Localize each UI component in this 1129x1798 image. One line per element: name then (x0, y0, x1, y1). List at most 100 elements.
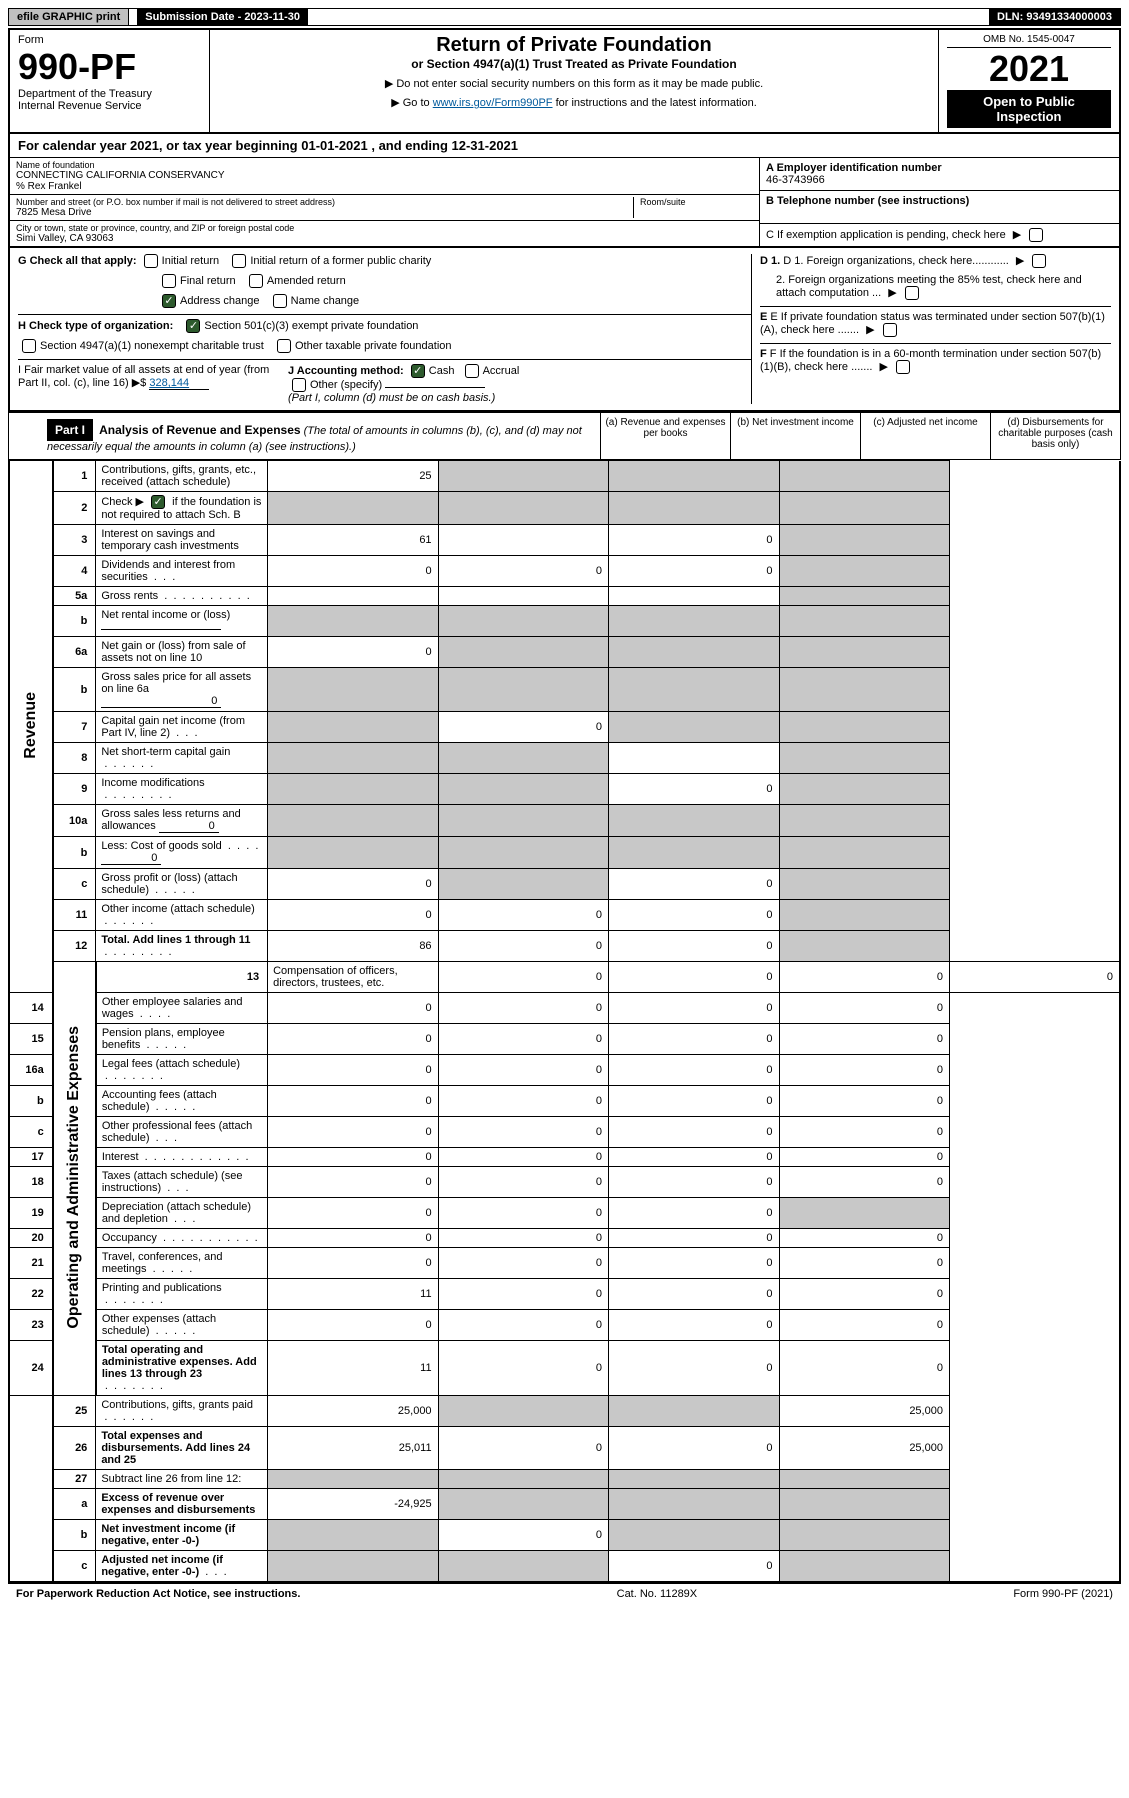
exemption-pending-label: C If exemption application is pending, c… (766, 229, 1006, 241)
e-checkbox[interactable] (883, 323, 897, 337)
note-ssn: ▶ Do not enter social security numbers o… (218, 77, 930, 90)
check-section: G Check all that apply: Initial return I… (8, 248, 1121, 412)
table-row: 6aNet gain or (loss) from sale of assets… (9, 637, 1120, 668)
address-change-checkbox[interactable]: ✓ (162, 294, 176, 308)
form-url-link[interactable]: www.irs.gov/Form990PF (433, 97, 553, 109)
table-row: Revenue 1Contributions, gifts, grants, e… (9, 461, 1120, 492)
j1-label: Cash (429, 365, 455, 377)
g2-label: Initial return of a former public charit… (250, 255, 431, 267)
table-row: bLess: Cost of goods sold . . . . 0 (9, 837, 1120, 869)
dept: Department of the Treasury (18, 88, 201, 100)
table-row: 10aGross sales less returns and allowanc… (9, 805, 1120, 837)
d1-label: D 1. Foreign organizations, check here..… (783, 255, 1009, 267)
4947-checkbox[interactable] (22, 339, 36, 353)
irs: Internal Revenue Service (18, 100, 201, 112)
table-row: bGross sales price for all assets on lin… (9, 668, 1120, 712)
calendar-year-row: For calendar year 2021, or tax year begi… (8, 134, 1121, 158)
table-row: 17Interest . . . . . . . . . . . .0000 (9, 1148, 1120, 1167)
table-row: 12Total. Add lines 1 through 11 . . . . … (9, 931, 1120, 962)
revenue-side-label: Revenue (22, 692, 40, 759)
table-row: 16aLegal fees (attach schedule) . . . . … (9, 1055, 1120, 1086)
table-row: bNet rental income or (loss) (9, 606, 1120, 637)
efile-print-button[interactable]: efile GRAPHIC print (9, 9, 129, 25)
footer-catno: Cat. No. 11289X (617, 1588, 698, 1600)
submission-date: Submission Date - 2023-11-30 (137, 9, 308, 25)
care-of: % Rex Frankel (16, 181, 753, 192)
table-row: aExcess of revenue over expenses and dis… (9, 1489, 1120, 1520)
city-state-zip: Simi Valley, CA 93063 (16, 233, 753, 244)
table-row: 2 Check ▶ ✓ if the foundation is not req… (9, 492, 1120, 525)
cash-checkbox[interactable]: ✓ (411, 364, 425, 378)
table-row: bNet investment income (if negative, ent… (9, 1520, 1120, 1551)
schb-checkbox[interactable]: ✓ (151, 495, 165, 509)
tax-year: 2021 (947, 48, 1111, 90)
d2-checkbox[interactable] (905, 286, 919, 300)
part1-header-row: Part I Analysis of Revenue and Expenses … (8, 412, 1121, 460)
exemption-checkbox[interactable] (1029, 228, 1043, 242)
ein: 46-3743966 (766, 174, 1113, 186)
open-public-badge: Open to Public Inspection (947, 90, 1111, 128)
topbar: efile GRAPHIC print Submission Date - 20… (8, 8, 1121, 26)
h1-label: Section 501(c)(3) exempt private foundat… (204, 320, 418, 332)
j2-label: Accrual (483, 365, 520, 377)
g5-label: Address change (180, 295, 260, 307)
amended-return-checkbox[interactable] (249, 274, 263, 288)
form-header: Form 990-PF Department of the Treasury I… (8, 28, 1121, 134)
table-row: Operating and Administrative Expenses 13… (9, 962, 1120, 993)
room-label: Room/suite (640, 197, 753, 207)
d2-label: 2. Foreign organizations meeting the 85%… (776, 274, 1082, 299)
g1-label: Initial return (162, 255, 219, 267)
table-row: 8Net short-term capital gain . . . . . . (9, 743, 1120, 774)
table-row: 4Dividends and interest from securities … (9, 556, 1120, 587)
table-row: 14Other employee salaries and wages . . … (9, 993, 1120, 1024)
addr-label: Number and street (or P.O. box number if… (16, 197, 633, 207)
form-title: Return of Private Foundation (218, 34, 930, 57)
phone-label: B Telephone number (see instructions) (766, 195, 969, 207)
f-label: F If the foundation is in a 60-month ter… (760, 348, 1101, 373)
table-row: cAdjusted net income (if negative, enter… (9, 1551, 1120, 1583)
table-row: 15Pension plans, employee benefits . . .… (9, 1024, 1120, 1055)
g6-label: Name change (291, 295, 360, 307)
note-goto-post: for instructions and the latest informat… (556, 97, 757, 109)
initial-former-checkbox[interactable] (232, 254, 246, 268)
table-row: 22Printing and publications . . . . . . … (9, 1279, 1120, 1310)
table-row: 3Interest on savings and temporary cash … (9, 525, 1120, 556)
table-row: cOther professional fees (attach schedul… (9, 1117, 1120, 1148)
part1-table: Revenue 1Contributions, gifts, grants, e… (8, 460, 1121, 1583)
table-row: 5aGross rents . . . . . . . . . . (9, 587, 1120, 606)
form-number: 990-PF (18, 46, 201, 88)
form-label: Form (18, 34, 201, 46)
initial-return-checkbox[interactable] (144, 254, 158, 268)
final-return-checkbox[interactable] (162, 274, 176, 288)
h-label: H Check type of organization: (18, 320, 173, 332)
table-row: 27Subtract line 26 from line 12: (9, 1470, 1120, 1489)
fmv-value[interactable]: 328,144 (149, 377, 209, 390)
other-method-checkbox[interactable] (292, 378, 306, 392)
foundation-name: CONNECTING CALIFORNIA CONSERVANCY (16, 170, 753, 181)
name-change-checkbox[interactable] (273, 294, 287, 308)
col-d-header: (d) Disbursements for charitable purpose… (990, 413, 1120, 459)
j3-label: Other (specify) (310, 379, 382, 391)
omb-number: OMB No. 1545-0047 (947, 34, 1111, 48)
entity-info: Name of foundation CONNECTING CALIFORNIA… (8, 158, 1121, 248)
expenses-side-label: Operating and Administrative Expenses (65, 1026, 83, 1329)
501c3-checkbox[interactable]: ✓ (186, 319, 200, 333)
table-row: bAccounting fees (attach schedule) . . .… (9, 1086, 1120, 1117)
part1-badge: Part I (47, 419, 93, 441)
h3-label: Other taxable private foundation (295, 340, 452, 352)
g-label: G Check all that apply: (18, 255, 137, 267)
i-label: I Fair market value of all assets at end… (18, 364, 269, 389)
table-row: 26Total expenses and disbursements. Add … (9, 1427, 1120, 1470)
f-checkbox[interactable] (896, 360, 910, 374)
col-c-header: (c) Adjusted net income (860, 413, 990, 459)
page-footer: For Paperwork Reduction Act Notice, see … (8, 1583, 1121, 1604)
col-a-header: (a) Revenue and expenses per books (600, 413, 730, 459)
accrual-checkbox[interactable] (465, 364, 479, 378)
other-taxable-checkbox[interactable] (277, 339, 291, 353)
table-row: 21Travel, conferences, and meetings . . … (9, 1248, 1120, 1279)
d1-checkbox[interactable] (1032, 254, 1046, 268)
note-goto-pre: ▶ Go to (391, 97, 432, 109)
form-subtitle: or Section 4947(a)(1) Trust Treated as P… (218, 57, 930, 71)
table-row: cGross profit or (loss) (attach schedule… (9, 869, 1120, 900)
table-row: 20Occupancy . . . . . . . . . . .0000 (9, 1229, 1120, 1248)
